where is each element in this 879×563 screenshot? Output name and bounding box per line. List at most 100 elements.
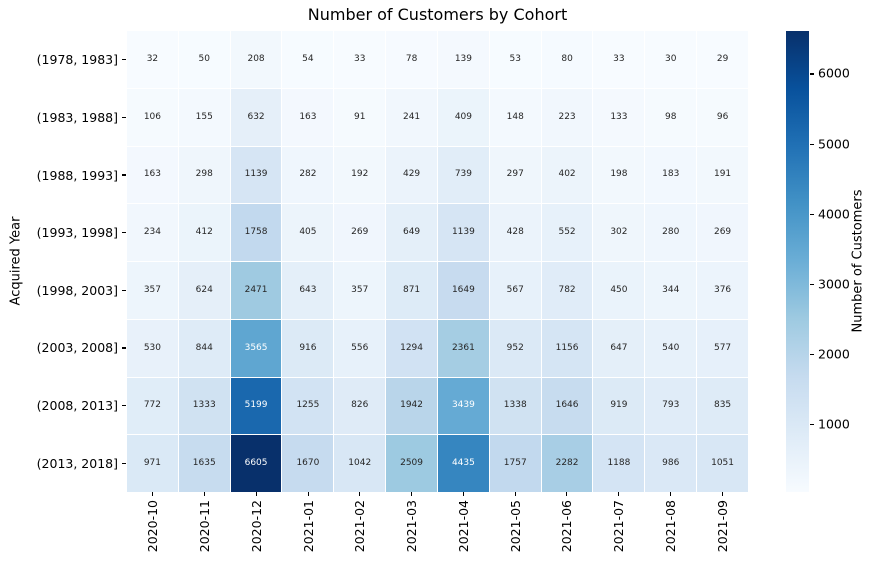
- x-tick-label: 2021-07: [611, 500, 627, 553]
- x-tick: 2021-01: [282, 492, 334, 552]
- x-tick-label: 2021-08: [662, 500, 678, 553]
- y-tick: (2003, 2008]: [0, 319, 126, 377]
- x-tick: 2021-06: [541, 492, 593, 552]
- x-tick-mark: [514, 492, 516, 496]
- heatmap-cell-value: 2282: [555, 458, 579, 469]
- x-tick-label: 2021-05: [507, 500, 523, 553]
- heatmap-cell: 1255: [282, 377, 334, 435]
- x-tick: 2021-05: [489, 492, 541, 552]
- x-tick-mark: [462, 492, 464, 496]
- heatmap-cell: 282: [282, 146, 334, 204]
- heatmap-cell: 919: [593, 377, 645, 435]
- y-tick: (1988, 1993]: [0, 146, 126, 204]
- x-tick-label: 2021-06: [559, 500, 575, 553]
- heatmap-cell-value: 1758: [244, 227, 268, 238]
- heatmap-cell-value: 106: [143, 111, 161, 122]
- heatmap-cell-value: 577: [713, 342, 732, 353]
- heatmap-cell-value: 1139: [244, 169, 268, 180]
- y-tick: (1983, 1988]: [0, 89, 126, 147]
- heatmap-cell: 32: [127, 31, 178, 88]
- heatmap-cell-value: 1333: [192, 400, 216, 411]
- heatmap-cell: 2471: [230, 262, 282, 319]
- heatmap-cell-value: 148: [506, 111, 524, 122]
- x-tick-mark: [204, 492, 206, 496]
- heatmap-cell: 78: [386, 31, 437, 88]
- heatmap-cell-value: 30: [665, 53, 677, 64]
- heatmap-cell-value: 198: [610, 169, 628, 180]
- y-axis-tick-labels: (1978, 1983] (1983, 1988] (1988, 1993] (199…: [0, 31, 126, 492]
- heatmap-cell: 54: [282, 31, 334, 88]
- heatmap-cell-value: 1635: [192, 458, 216, 469]
- heatmap-cell-value: 412: [195, 227, 213, 238]
- heatmap-cell-value: 428: [506, 227, 524, 238]
- x-tick: 2020-10: [127, 492, 179, 552]
- y-tick-label: (1988, 1993]: [36, 167, 118, 183]
- y-tick-label: (2003, 2008]: [36, 340, 118, 356]
- heatmap-cell: 412: [178, 204, 230, 261]
- heatmap-cell-value: 376: [713, 284, 732, 295]
- heatmap-cell-value: 1188: [607, 458, 631, 469]
- y-tick-label: (2013, 2018]: [36, 455, 118, 471]
- heatmap-cell: 1942: [386, 377, 437, 435]
- x-tick-label: 2021-04: [455, 500, 471, 553]
- heatmap-cell: 234: [127, 204, 178, 261]
- heatmap-cell: 567: [489, 262, 541, 319]
- heatmap-cell: 540: [645, 319, 697, 377]
- heatmap-cell: 376: [697, 262, 748, 319]
- heatmap-cell: 53: [489, 31, 541, 88]
- x-tick: 2021-07: [593, 492, 645, 552]
- heatmap-cell-value: 269: [713, 227, 732, 238]
- colorbar-tick-mark: [810, 73, 814, 75]
- colorbar-tick-mark: [810, 423, 814, 426]
- heatmap-cell-value: 835: [713, 400, 732, 411]
- heatmap-cell: 192: [334, 146, 386, 204]
- heatmap-cell-value: 241: [402, 111, 421, 122]
- heatmap-cell-value: 191: [713, 169, 732, 180]
- heatmap-cell: 280: [645, 204, 697, 261]
- heatmap-cell: 80: [541, 31, 593, 88]
- heatmap-cell-value: 3439: [451, 400, 475, 411]
- heatmap-cell-value: 208: [247, 53, 265, 64]
- heatmap-cell-value: 163: [143, 169, 161, 180]
- colorbar-tick-label: 2000: [818, 346, 850, 362]
- heatmap-cell: 871: [386, 262, 437, 319]
- heatmap-cell: 133: [593, 88, 645, 146]
- heatmap-cell: 2282: [541, 435, 593, 492]
- heatmap-cell-value: 772: [143, 400, 161, 411]
- chart-title: Number of Customers by Cohort: [307, 5, 568, 24]
- heatmap-cell: 298: [178, 146, 230, 204]
- y-tick-label: (1978, 1983]: [36, 52, 118, 68]
- heatmap-cell: 450: [593, 262, 645, 319]
- heatmap-cell: 3439: [437, 377, 489, 435]
- heatmap-cell-value: 234: [143, 227, 161, 238]
- heatmap-cell: 3565: [230, 319, 282, 377]
- heatmap-cell: 1757: [489, 435, 541, 492]
- colorbar-label: Number of Customers: [850, 189, 866, 333]
- heatmap-cell: 793: [645, 377, 697, 435]
- heatmap-cell-value: 3565: [244, 342, 268, 353]
- heatmap-cell: 1338: [489, 377, 541, 435]
- heatmap-cell: 163: [127, 146, 178, 204]
- heatmap-cell-value: 919: [610, 400, 628, 411]
- heatmap-cell: 428: [489, 204, 541, 261]
- heatmap-cell-value: 793: [662, 400, 680, 411]
- heatmap-cell-value: 986: [662, 458, 680, 469]
- heatmap-cell: 96: [697, 88, 748, 146]
- heatmap-cell-value: 567: [506, 284, 524, 295]
- heatmap-cell-value: 269: [351, 227, 369, 238]
- y-tick-mark: [122, 232, 126, 234]
- heatmap-cell: 1649: [437, 262, 489, 319]
- heatmap-cell: 649: [386, 204, 437, 261]
- heatmap-cell-value: 552: [558, 227, 576, 238]
- heatmap-cell-value: 53: [509, 53, 521, 64]
- heatmap-cell-value: 450: [610, 284, 628, 295]
- heatmap-cell-value: 223: [558, 111, 576, 122]
- heatmap-cell: 844: [178, 319, 230, 377]
- heatmap-cell: 357: [334, 262, 386, 319]
- y-tick: (1978, 1983]: [0, 31, 126, 89]
- heatmap-cell: 1635: [178, 435, 230, 492]
- heatmap-cell: 556: [334, 319, 386, 377]
- heatmap-cell: 1188: [593, 435, 645, 492]
- heatmap-cell-value: 409: [454, 111, 472, 122]
